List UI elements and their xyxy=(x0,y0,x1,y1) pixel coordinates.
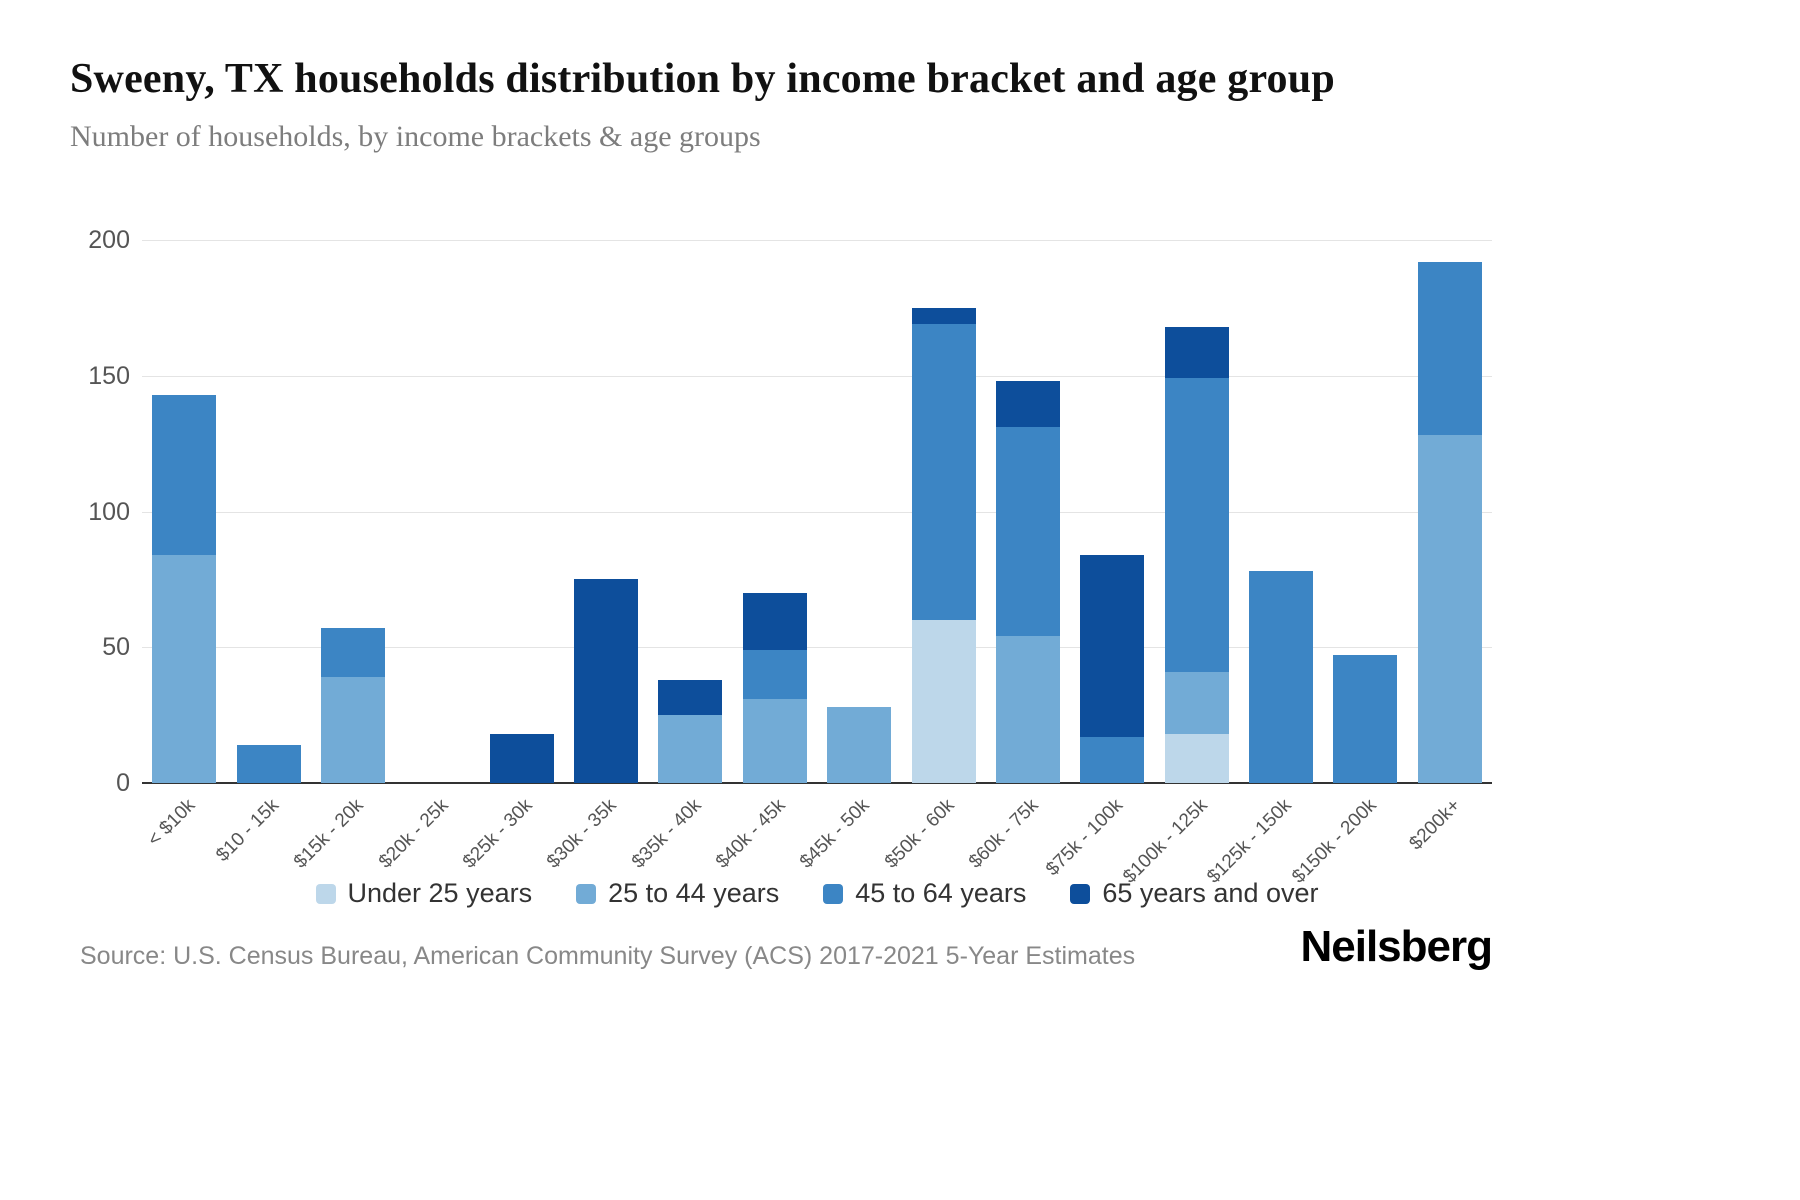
legend-item-1[interactable]: 25 to 44 years xyxy=(576,878,779,909)
legend-label: 65 years and over xyxy=(1102,878,1319,908)
bar-segment[interactable] xyxy=(236,745,301,783)
x-tick-label: $100k - 125k xyxy=(1119,795,1212,888)
x-tick-label: $75k - 100k xyxy=(1042,795,1128,881)
x-tick-label: $25k - 30k xyxy=(458,795,537,873)
bar-segment[interactable] xyxy=(742,698,807,783)
bar-10[interactable] xyxy=(995,381,1060,783)
bar-5[interactable] xyxy=(574,579,639,783)
bar-6[interactable] xyxy=(658,679,723,783)
bar-2[interactable] xyxy=(320,628,385,783)
page-subtitle: Number of households, by income brackets… xyxy=(70,120,761,153)
x-tick-label: $15k - 20k xyxy=(290,795,368,873)
x-axis-line xyxy=(142,782,1492,784)
bar-11[interactable] xyxy=(1080,554,1145,783)
brand-logo: Neilsberg xyxy=(1300,922,1493,971)
legend-item-0[interactable]: Under 25 years xyxy=(315,878,533,909)
legend-label: 45 to 64 years xyxy=(855,878,1027,908)
bar-segment[interactable] xyxy=(320,628,385,678)
bar-segment[interactable] xyxy=(489,734,554,783)
bar-segment[interactable] xyxy=(911,620,976,783)
bar-segment[interactable] xyxy=(1164,671,1229,735)
bar-segment[interactable] xyxy=(658,679,723,716)
bar-4[interactable] xyxy=(489,734,554,783)
bar-segment[interactable] xyxy=(1080,736,1145,783)
bar-segment[interactable] xyxy=(995,381,1060,428)
x-tick-label: $45k - 50k xyxy=(796,795,875,873)
bars xyxy=(142,240,1492,783)
legend-swatch xyxy=(576,883,597,904)
bar-12[interactable] xyxy=(1164,326,1229,783)
legend-label: Under 25 years xyxy=(347,878,533,908)
legend-swatch xyxy=(823,883,844,904)
page-title: Sweeny, TX households distribution by in… xyxy=(70,56,1335,102)
legend-swatch xyxy=(315,883,336,904)
gridline xyxy=(142,511,1492,513)
bar-segment[interactable] xyxy=(152,394,217,555)
bar-0[interactable] xyxy=(152,394,217,783)
bar-14[interactable] xyxy=(1333,655,1398,783)
x-tick-label: $150k - 200k xyxy=(1287,795,1381,888)
bar-segment[interactable] xyxy=(574,579,639,783)
bar-segment[interactable] xyxy=(827,706,892,783)
bar-segment[interactable] xyxy=(911,307,976,325)
x-tick-label: < $10k xyxy=(143,795,200,851)
y-axis: 0 50 100 150 200 xyxy=(55,226,130,797)
y-tick-label: 100 xyxy=(88,497,130,526)
bar-9[interactable] xyxy=(911,307,976,783)
bar-segment[interactable] xyxy=(911,324,976,621)
bar-segment[interactable] xyxy=(1164,326,1229,379)
bar-segment[interactable] xyxy=(1164,734,1229,783)
legend-item-2[interactable]: 45 to 64 years xyxy=(823,878,1026,909)
gridline xyxy=(142,240,1492,241)
bar-segment[interactable] xyxy=(1333,655,1398,783)
x-tick-label: $10 - 15k xyxy=(212,795,284,866)
x-tick-label: $125k - 150k xyxy=(1203,795,1296,888)
bar-segment[interactable] xyxy=(1080,554,1145,737)
bar-segment[interactable] xyxy=(742,592,807,650)
legend-item-3[interactable]: 65 years and over xyxy=(1070,878,1319,909)
bar-segment[interactable] xyxy=(995,427,1060,637)
bar-8[interactable] xyxy=(827,706,892,783)
gridline xyxy=(142,647,1492,649)
gridlines xyxy=(142,240,1492,784)
y-tick-label: 150 xyxy=(88,361,130,390)
bar-segment[interactable] xyxy=(1249,571,1314,783)
y-tick-label: 200 xyxy=(88,226,130,254)
bar-7[interactable] xyxy=(742,592,807,783)
bar-segment[interactable] xyxy=(658,715,723,783)
bar-15[interactable] xyxy=(1417,261,1482,783)
x-tick-label: $35k - 40k xyxy=(627,795,706,873)
bar-13[interactable] xyxy=(1249,571,1314,783)
bar-segment[interactable] xyxy=(995,636,1060,783)
bar-segment[interactable] xyxy=(1417,435,1482,783)
source-text: Source: U.S. Census Bureau, American Com… xyxy=(80,942,1136,970)
legend-swatch xyxy=(1070,883,1091,904)
y-tick-label: 50 xyxy=(102,633,130,662)
x-tick-label: $30k - 35k xyxy=(543,795,621,873)
bar-segment[interactable] xyxy=(320,677,385,783)
bar-segment[interactable] xyxy=(1417,261,1482,436)
legend: Under 25 years 25 to 44 years 45 to 64 yea… xyxy=(142,878,1492,909)
x-tick-label: $50k - 60k xyxy=(880,795,959,873)
x-axis: < $10k $10 - 15k $15k - 20k $20k - 25k $25k … xyxy=(142,787,1492,888)
x-tick-label: $60k - 75k xyxy=(965,795,1043,873)
y-tick-label: 0 xyxy=(116,769,130,797)
bar-segment[interactable] xyxy=(742,649,807,699)
gridline xyxy=(142,375,1492,377)
bar-segment[interactable] xyxy=(152,554,217,783)
legend-label: 25 to 44 years xyxy=(608,878,780,908)
bar-1[interactable] xyxy=(236,745,301,783)
x-tick-label: $200k+ xyxy=(1405,795,1465,855)
plot-area xyxy=(142,240,1492,784)
x-tick-label: $20k - 25k xyxy=(374,795,453,873)
x-tick-label: $40k - 45k xyxy=(712,795,790,873)
bar-segment[interactable] xyxy=(1164,378,1229,672)
